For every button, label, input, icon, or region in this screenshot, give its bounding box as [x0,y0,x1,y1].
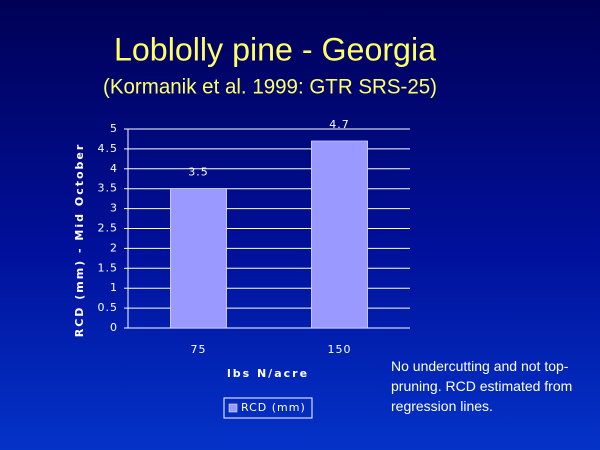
y-tick-label: 1.5 [98,261,119,274]
legend-swatch [228,403,238,413]
y-tick-label: 4 [110,162,118,175]
x-axis-label: lbs N/acre [227,367,309,380]
y-tick-label: 4.5 [98,142,119,155]
x-tick-label: 75 [191,343,207,356]
y-tick-label: 3 [110,202,118,215]
y-tick-label: 2 [110,241,118,254]
annotation: No undercutting and not top-pruning. RCD… [391,358,573,414]
x-tick-label: 150 [328,343,352,356]
data-label: 3.5 [188,166,209,179]
chart-subtitle: (Kormanik et al. 1999: GTR SRS-25) [103,76,437,99]
y-tick-label: 5 [110,122,118,135]
y-tick-label: 0 [110,321,118,334]
legend-label: RCD (mm) [241,401,306,414]
y-tick-label: 0.5 [98,301,119,314]
y-axis-label: RCD (mm) - Mid October [73,143,86,338]
chart-title: Loblolly pine - Georgia [114,31,436,67]
bar [311,140,368,329]
y-tick-label: 1 [110,281,118,294]
legend-box [223,397,313,419]
y-tick-label: 2.5 [98,222,119,235]
bar [170,188,227,329]
y-tick-label: 3.5 [98,182,119,195]
data-label: 4.7 [329,118,350,131]
